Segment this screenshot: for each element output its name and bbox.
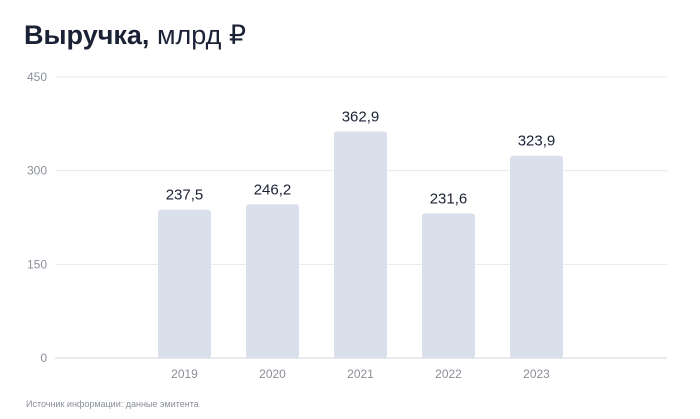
bar-value-label: 323,9 (518, 133, 556, 150)
bar-value-label: 246,2 (254, 181, 292, 198)
chart-title-main: Выручка, (24, 20, 150, 50)
y-tick-label: 300 (27, 164, 47, 178)
x-tick-label: 2023 (523, 367, 550, 381)
chart-title: Выручка, млрд ₽ (24, 20, 246, 51)
bar (246, 204, 299, 358)
bar (334, 131, 387, 358)
bar-value-label: 237,5 (166, 187, 204, 204)
x-tick-label: 2020 (259, 367, 286, 381)
bar (158, 209, 211, 358)
bar-value-label: 362,9 (342, 108, 380, 125)
bar-value-label: 231,6 (430, 190, 468, 207)
bar (422, 213, 475, 358)
y-tick-label: 150 (27, 257, 47, 271)
y-tick-label: 0 (40, 351, 47, 365)
source-note: Источник информации: данные эмитента (26, 399, 199, 409)
bar (510, 155, 563, 358)
x-tick-label: 2022 (435, 367, 462, 381)
y-tick-label: 450 (27, 70, 47, 84)
x-tick-label: 2019 (171, 367, 198, 381)
chart-title-unit: млрд ₽ (156, 20, 247, 50)
x-tick-label: 2021 (347, 367, 374, 381)
